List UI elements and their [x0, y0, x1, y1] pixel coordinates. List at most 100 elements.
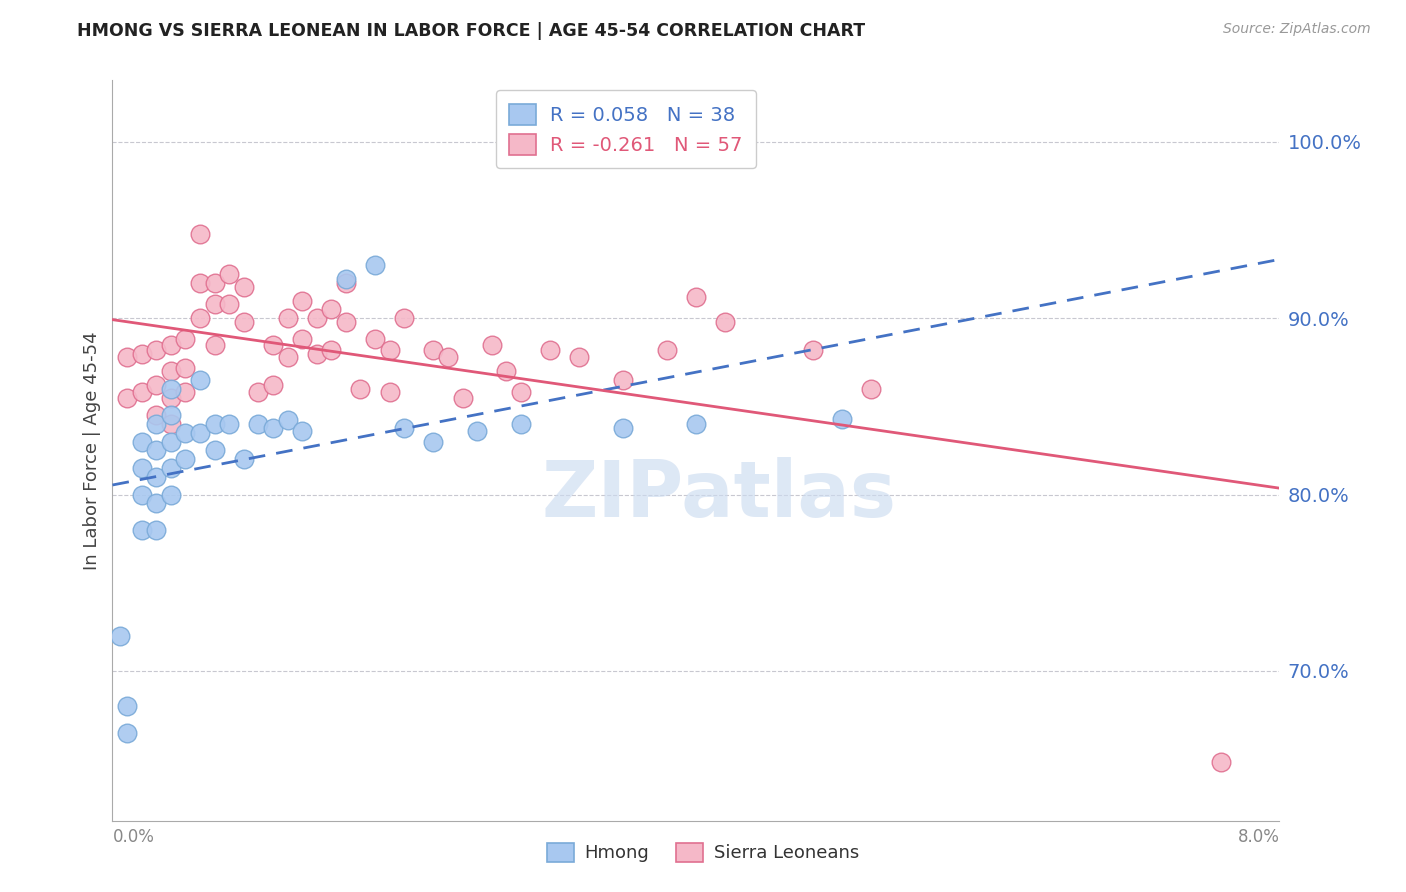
Point [174, 452, 197, 467]
Point [451, 391, 474, 405]
Text: 0.0%: 0.0% [112, 828, 155, 846]
Text: 8.0%: 8.0% [1237, 828, 1279, 846]
Point [188, 276, 211, 290]
Point [378, 385, 401, 400]
Point [276, 413, 298, 427]
Point [145, 417, 167, 431]
Point [131, 434, 153, 449]
Point [685, 290, 707, 304]
Point [232, 279, 254, 293]
Point [204, 297, 226, 311]
Point [291, 293, 314, 308]
Point [247, 385, 270, 400]
Point [160, 417, 183, 431]
Point [145, 523, 167, 537]
Point [115, 350, 138, 364]
Y-axis label: In Labor Force | Age 45-54: In Labor Force | Age 45-54 [83, 331, 101, 570]
Point [394, 420, 416, 434]
Point [160, 487, 183, 501]
Point [115, 725, 138, 739]
Point [262, 378, 284, 392]
Point [394, 311, 416, 326]
Point [174, 385, 197, 400]
Point [145, 343, 167, 357]
Point [349, 382, 371, 396]
Point [160, 382, 183, 396]
Point [422, 343, 444, 357]
Point [174, 332, 197, 346]
Point [218, 267, 240, 281]
Point [1211, 756, 1233, 770]
Point [831, 411, 853, 425]
Point [276, 311, 298, 326]
Legend: Hmong, Sierra Leoneans: Hmong, Sierra Leoneans [540, 836, 866, 870]
Point [160, 461, 183, 475]
Point [655, 343, 678, 357]
Text: Source: ZipAtlas.com: Source: ZipAtlas.com [1223, 22, 1371, 37]
Point [218, 297, 240, 311]
Point [131, 523, 153, 537]
Point [232, 452, 254, 467]
Point [204, 276, 226, 290]
Point [218, 417, 240, 431]
Point [495, 364, 517, 378]
Point [612, 373, 634, 387]
Point [291, 332, 314, 346]
Point [145, 443, 167, 458]
Point [276, 350, 298, 364]
Point [204, 337, 226, 351]
Point [262, 420, 284, 434]
Point [305, 311, 328, 326]
Point [364, 258, 387, 272]
Point [685, 417, 707, 431]
Point [145, 496, 167, 510]
Point [131, 385, 153, 400]
Point [174, 360, 197, 375]
Point [160, 434, 183, 449]
Point [291, 424, 314, 438]
Point [160, 364, 183, 378]
Point [174, 425, 197, 440]
Point [568, 350, 591, 364]
Text: ZIPatlas: ZIPatlas [541, 457, 897, 533]
Point [714, 315, 737, 329]
Point [321, 302, 343, 317]
Point [305, 346, 328, 360]
Point [204, 443, 226, 458]
Point [204, 417, 226, 431]
Point [115, 699, 138, 714]
Point [335, 276, 357, 290]
Point [481, 337, 503, 351]
Point [160, 337, 183, 351]
Point [188, 227, 211, 241]
Point [437, 350, 460, 364]
Point [145, 378, 167, 392]
Point [335, 315, 357, 329]
Point [115, 391, 138, 405]
Point [612, 420, 634, 434]
Point [509, 385, 531, 400]
Point [131, 346, 153, 360]
Point [232, 315, 254, 329]
Point [188, 425, 211, 440]
Point [188, 373, 211, 387]
Point [321, 343, 343, 357]
Point [509, 417, 531, 431]
Text: HMONG VS SIERRA LEONEAN IN LABOR FORCE | AGE 45-54 CORRELATION CHART: HMONG VS SIERRA LEONEAN IN LABOR FORCE |… [77, 22, 866, 40]
Point [145, 408, 167, 422]
Point [160, 408, 183, 422]
Point [262, 337, 284, 351]
Point [364, 332, 387, 346]
Point [335, 272, 357, 286]
Point [108, 629, 131, 643]
Point [465, 424, 488, 438]
Point [160, 391, 183, 405]
Point [131, 487, 153, 501]
Point [859, 382, 883, 396]
Point [801, 343, 824, 357]
Point [538, 343, 561, 357]
Point [247, 417, 270, 431]
Point [131, 461, 153, 475]
Legend: R = 0.058   N = 38, R = -0.261   N = 57: R = 0.058 N = 38, R = -0.261 N = 57 [496, 90, 756, 169]
Point [145, 470, 167, 484]
